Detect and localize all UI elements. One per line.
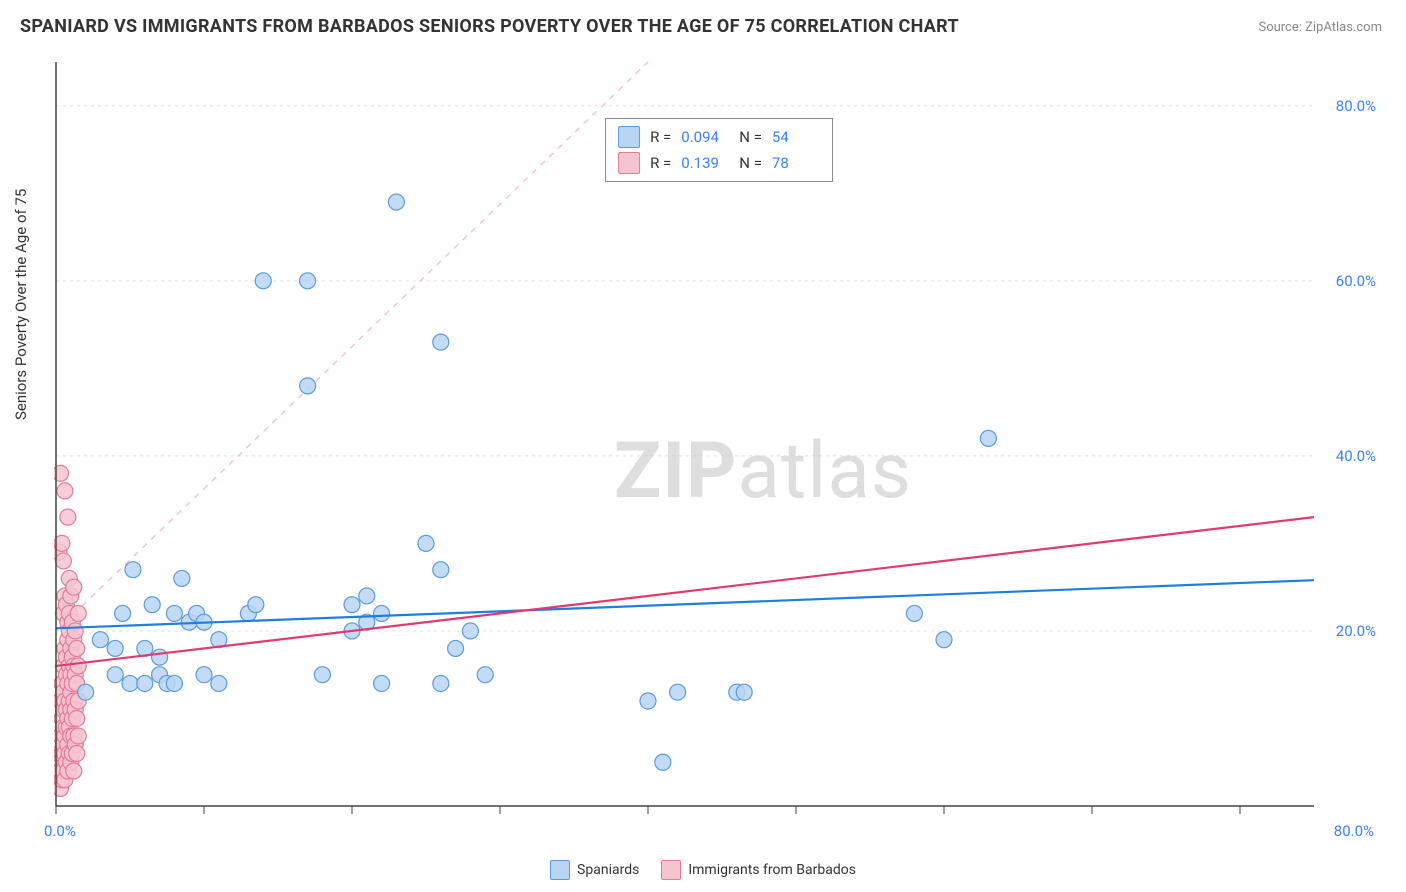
legend-item-0: Spaniards — [550, 860, 639, 880]
stats-n-label-1: N = — [739, 154, 762, 172]
legend-item-1: Immigrants from Barbados — [661, 860, 856, 880]
stats-r-label-0: R = — [650, 128, 671, 146]
stats-r-value-0: 0.094 — [681, 128, 729, 146]
stats-r-value-1: 0.139 — [681, 154, 729, 172]
svg-text:80.0%: 80.0% — [1336, 97, 1376, 115]
y-axis-label: Seniors Poverty Over the Age of 75 — [12, 189, 30, 420]
x-axis-end-label: 80.0% — [1334, 822, 1374, 840]
legend-swatch-1 — [661, 860, 681, 880]
legend-label-0: Spaniards — [577, 862, 639, 878]
stats-legend-row-1: R = 0.139 N = 78 — [618, 150, 820, 176]
chart-title: SPANIARD VS IMMIGRANTS FROM BARBADOS SEN… — [20, 16, 959, 37]
plot-area: 20.0%40.0%60.0%80.0% ZIPatlas R = 0.094 … — [54, 56, 1384, 836]
stats-legend-row-0: R = 0.094 N = 54 — [618, 124, 820, 150]
stats-swatch-1 — [618, 152, 640, 174]
x-axis-start-label: 0.0% — [44, 822, 76, 840]
stats-legend: R = 0.094 N = 54 R = 0.139 N = 78 — [605, 118, 833, 182]
stats-n-value-0: 54 — [772, 128, 820, 146]
stats-n-value-1: 78 — [772, 154, 820, 172]
series-legend: Spaniards Immigrants from Barbados — [0, 860, 1406, 880]
svg-text:20.0%: 20.0% — [1336, 622, 1376, 640]
svg-text:60.0%: 60.0% — [1336, 272, 1376, 290]
legend-label-1: Immigrants from Barbados — [688, 862, 856, 878]
stats-swatch-0 — [618, 126, 640, 148]
legend-swatch-0 — [550, 860, 570, 880]
stats-n-label-0: N = — [739, 128, 762, 146]
stats-r-label-1: R = — [650, 154, 671, 172]
svg-text:40.0%: 40.0% — [1336, 447, 1376, 465]
source-attribution: Source: ZipAtlas.com — [1258, 20, 1382, 35]
